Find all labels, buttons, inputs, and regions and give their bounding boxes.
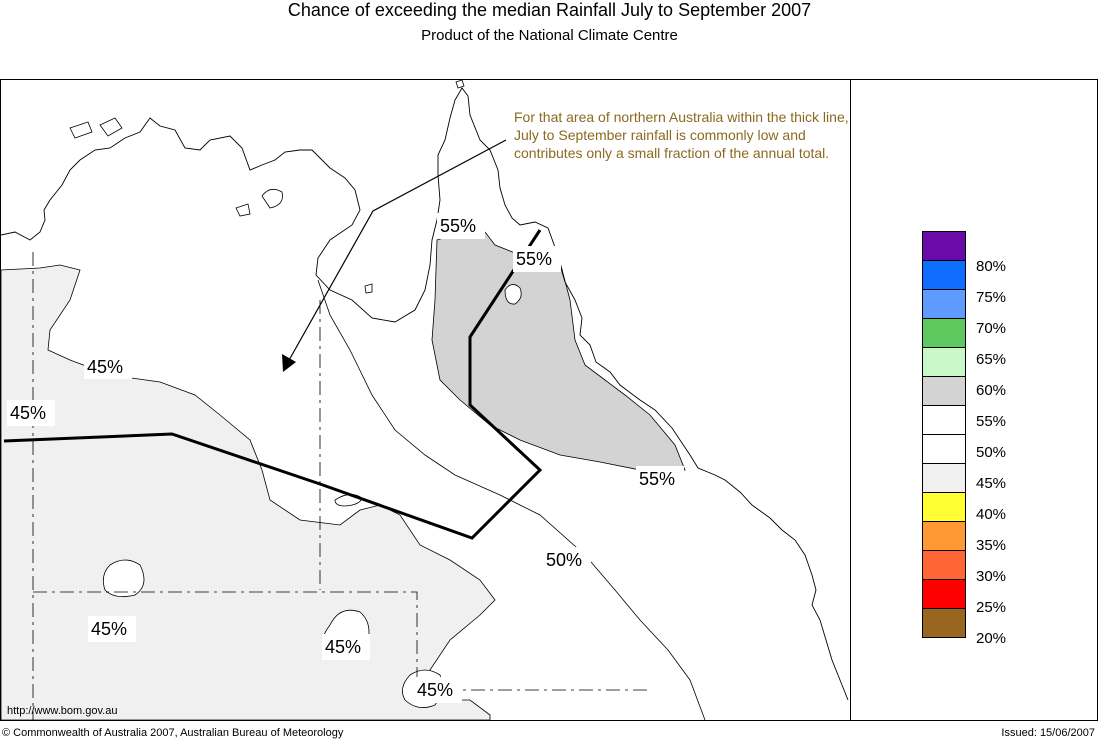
legend-swatch xyxy=(922,347,966,377)
map-area: 45% 45% 55% 55% 55% 50% 45% 45% 45% xyxy=(1,80,849,720)
legend-swatch xyxy=(922,492,966,522)
coastline xyxy=(1,87,849,701)
legend-swatch xyxy=(922,521,966,551)
contour-label: 55% xyxy=(516,249,552,269)
contour-label: 45% xyxy=(10,403,46,423)
legend-label: 65% xyxy=(976,351,1007,368)
island-b xyxy=(69,121,93,139)
contour-label: 45% xyxy=(325,637,361,657)
legend-label: 75% xyxy=(976,289,1007,306)
legend-swatch xyxy=(922,463,966,493)
legend-swatch xyxy=(922,376,966,406)
contour-label: 55% xyxy=(440,216,476,236)
legend-label: 50% xyxy=(976,444,1007,461)
contour-label-group: 45% 45% 55% 55% 55% 50% 45% 45% 45% xyxy=(7,213,684,703)
island-e xyxy=(364,283,373,294)
island-f xyxy=(455,80,465,89)
contour-label: 45% xyxy=(91,619,127,639)
legend-swatch xyxy=(922,608,966,638)
legend-label: 70% xyxy=(976,320,1007,337)
island-a xyxy=(99,117,123,137)
contour-label: 45% xyxy=(87,357,123,377)
legend-label: 30% xyxy=(976,568,1007,585)
border-nt-sa xyxy=(33,591,418,690)
legend-swatch xyxy=(922,579,966,609)
legend-label: 45% xyxy=(976,475,1007,492)
legend-label: 35% xyxy=(976,537,1007,554)
legend-swatch xyxy=(922,289,966,319)
legend-swatch xyxy=(922,318,966,348)
region-45-percent xyxy=(1,264,496,720)
legend-label: 55% xyxy=(976,413,1007,430)
legend-swatch xyxy=(922,260,966,290)
map-subtitle: Product of the National Climate Centre xyxy=(421,27,678,44)
legend-label: 25% xyxy=(976,599,1007,616)
map-frame xyxy=(0,79,1098,721)
thick-boundary-line xyxy=(3,229,543,540)
annotation-arrowhead xyxy=(282,354,296,372)
legend-label: 20% xyxy=(976,630,1007,647)
contour-label: 55% xyxy=(639,469,675,489)
hole-55 xyxy=(504,284,522,305)
map-title: Chance of exceeding the median Rainfall … xyxy=(287,0,812,20)
legend-swatch xyxy=(922,434,966,464)
copyright-text: © Commonwealth of Australia 2007, Austra… xyxy=(2,727,344,739)
legend-label: 80% xyxy=(976,258,1007,275)
contour-label: 45% xyxy=(417,680,453,700)
annotation-arrow-line xyxy=(287,139,507,363)
annotation-note: For that area of northern Australia with… xyxy=(514,109,849,161)
contour-50-percent xyxy=(317,279,706,720)
legend-labels: 80% 75% 70% 65% 60% 55% 50% 45% 40% 35% 30% 25% 20% xyxy=(976,256,1006,659)
island-d xyxy=(235,203,251,217)
contour-label: 50% xyxy=(546,550,582,570)
legend-swatch xyxy=(922,550,966,580)
hole-45-a xyxy=(102,559,145,598)
color-legend xyxy=(922,231,966,638)
legend-swatch xyxy=(922,405,966,435)
source-url[interactable]: http://www.bom.gov.au xyxy=(7,705,118,717)
legend-label: 60% xyxy=(976,382,1007,399)
island-c xyxy=(261,188,283,209)
issued-date: Issued: 15/06/2007 xyxy=(1001,727,1095,739)
legend-swatch xyxy=(922,231,966,261)
legend-label: 40% xyxy=(976,506,1007,523)
panel-divider xyxy=(850,79,851,721)
